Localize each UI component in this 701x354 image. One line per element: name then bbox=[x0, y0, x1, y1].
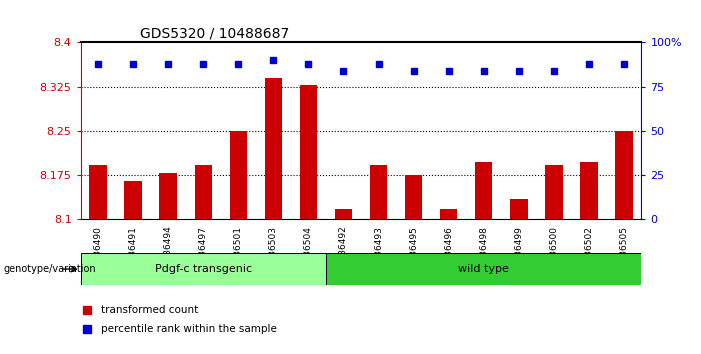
Bar bbox=[90, 165, 107, 219]
Bar bbox=[265, 78, 283, 219]
Text: genotype/variation: genotype/variation bbox=[4, 264, 96, 274]
Bar bbox=[335, 209, 353, 219]
Bar bbox=[195, 165, 212, 219]
Bar bbox=[370, 165, 387, 219]
Text: transformed count: transformed count bbox=[101, 305, 198, 315]
Bar bbox=[440, 209, 458, 219]
Bar bbox=[81, 253, 326, 285]
Text: percentile rank within the sample: percentile rank within the sample bbox=[101, 324, 277, 334]
Bar bbox=[615, 131, 633, 219]
Text: wild type: wild type bbox=[458, 264, 509, 274]
Bar bbox=[125, 181, 142, 219]
Bar bbox=[405, 175, 423, 219]
Bar bbox=[300, 85, 317, 219]
Bar bbox=[475, 162, 492, 219]
Text: GDS5320 / 10488687: GDS5320 / 10488687 bbox=[140, 27, 290, 41]
Bar bbox=[545, 165, 562, 219]
Bar bbox=[230, 131, 247, 219]
Bar bbox=[580, 162, 598, 219]
Bar bbox=[510, 199, 528, 219]
Text: Pdgf-c transgenic: Pdgf-c transgenic bbox=[155, 264, 252, 274]
Bar bbox=[326, 253, 641, 285]
Bar bbox=[160, 173, 177, 219]
